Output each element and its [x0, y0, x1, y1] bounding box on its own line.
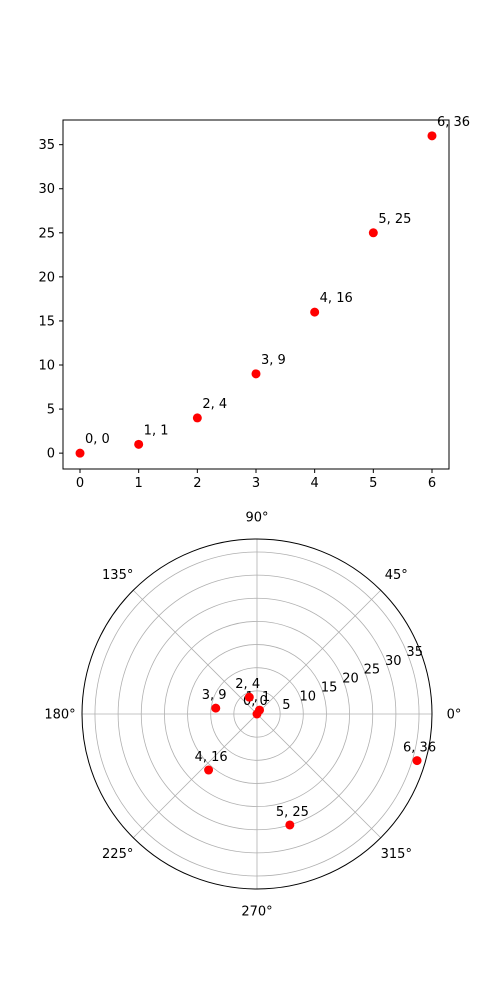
data-point-label: 6, 36 — [437, 115, 470, 130]
theta-tick-label: 225° — [102, 847, 133, 862]
cartesian-scatter-chart: 0 1 2 3 4 5 6 0 5 10 15 20 25 30 35 0, 0 1, 1 2, 4 3, 9 4, … — [38, 115, 470, 491]
radial-tick-label: 20 — [342, 672, 359, 687]
theta-tick-label: 90° — [245, 511, 268, 526]
radial-tick-label: 5 — [282, 698, 290, 713]
y-tick-label: 35 — [38, 138, 55, 153]
x-tick-label: 5 — [369, 476, 377, 491]
radial-tick-label: 25 — [364, 663, 381, 678]
polar-data-point-label: 4, 16 — [195, 750, 228, 765]
data-point — [134, 439, 144, 449]
y-tick-label: 30 — [38, 182, 55, 197]
theta-tick-label: 0° — [447, 708, 462, 723]
angular-gridline — [132, 589, 258, 715]
data-point-label: 2, 4 — [202, 397, 227, 412]
radial-tick-label: 35 — [406, 645, 423, 660]
y-tick-label: 15 — [38, 314, 55, 329]
polar-data-point-label: 2, 4 — [235, 677, 260, 692]
x-tick-label: 2 — [193, 476, 201, 491]
data-point-label: 1, 1 — [144, 423, 169, 438]
angular-gridline — [256, 713, 382, 839]
y-tick-label: 0 — [47, 447, 55, 462]
data-point — [310, 307, 320, 317]
polar-data-point — [204, 765, 214, 775]
data-point — [192, 413, 202, 423]
polar-data-point — [244, 692, 254, 702]
theta-tick-label: 270° — [241, 905, 272, 920]
plot-area-frame — [62, 119, 450, 470]
data-point-label: 5, 25 — [378, 212, 411, 227]
data-point — [427, 131, 437, 141]
x-tick-label: 0 — [76, 476, 84, 491]
data-point — [75, 448, 85, 458]
x-tick-label: 6 — [428, 476, 436, 491]
y-tick-label: 10 — [38, 359, 55, 374]
x-tick-label: 3 — [252, 476, 260, 491]
theta-tick-label: 135° — [102, 568, 133, 583]
data-point-label: 4, 16 — [320, 291, 353, 306]
polar-scatter-chart: 0° 45° 90° 135° 180° 225° 270° 315° 5 10 15 20 25 30 3… — [44, 511, 461, 920]
x-tick-label: 4 — [311, 476, 319, 491]
radial-tick-label: 30 — [385, 654, 402, 669]
y-tick-label: 20 — [38, 270, 55, 285]
theta-tick-label: 45° — [385, 568, 408, 583]
data-point-label: 0, 0 — [85, 432, 110, 447]
radial-tick-label: 15 — [321, 680, 338, 695]
polar-data-point-label: 3, 9 — [202, 688, 227, 703]
polar-data-point — [285, 820, 295, 830]
data-point — [251, 369, 261, 379]
polar-boundary — [81, 538, 433, 890]
polar-data-point-label: 6, 36 — [403, 741, 436, 756]
polar-data-point — [211, 703, 221, 713]
data-point — [368, 228, 378, 238]
angular-gridline — [132, 713, 258, 839]
x-tick-label: 1 — [135, 476, 143, 491]
theta-tick-label: 180° — [44, 708, 75, 723]
polar-data-point — [255, 705, 265, 715]
theta-tick-label: 315° — [381, 847, 412, 862]
y-tick-label: 5 — [47, 403, 55, 418]
polar-data-point-label: 5, 25 — [276, 805, 309, 820]
radial-tick-label: 10 — [299, 689, 316, 704]
data-point-label: 3, 9 — [261, 353, 286, 368]
angular-gridline — [256, 589, 382, 715]
y-tick-label: 25 — [38, 226, 55, 241]
polar-data-point — [412, 756, 422, 766]
